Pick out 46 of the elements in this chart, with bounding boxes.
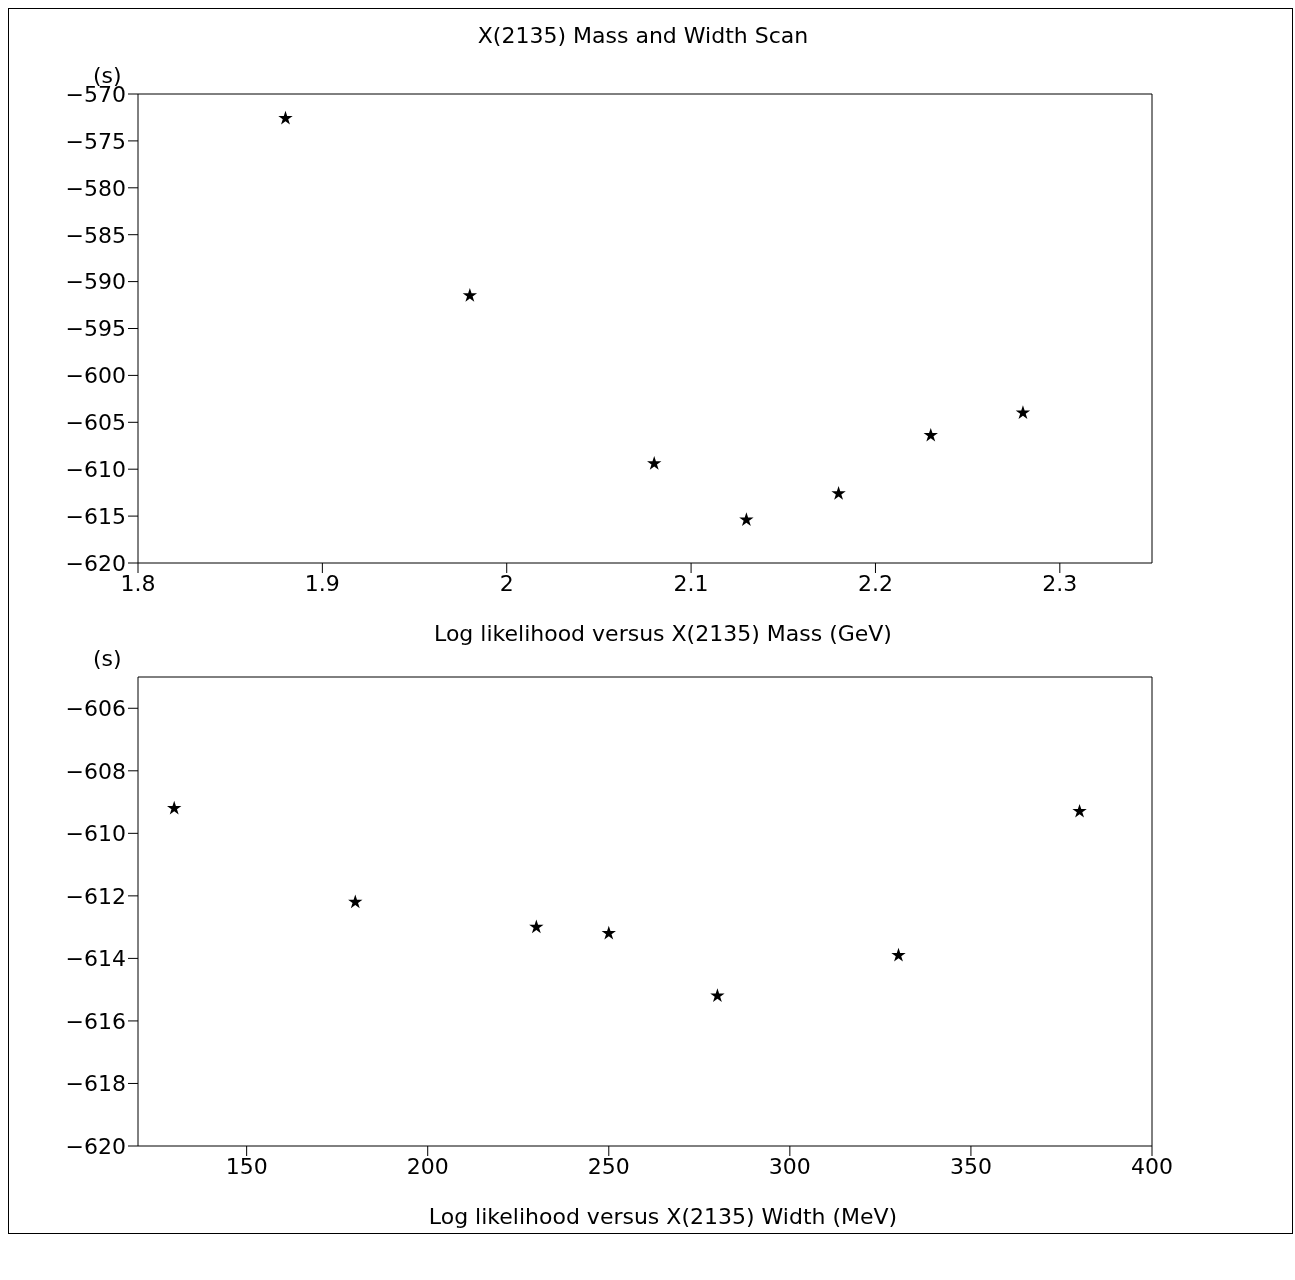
point	[831, 486, 846, 500]
y-axis-title: (s)	[93, 646, 122, 671]
x-tick-label: 400	[1131, 1153, 1173, 1179]
x-axis-title: Log likelihood versus X(2135) Mass (GeV)	[433, 621, 893, 646]
x-tick-label: 2.3	[1042, 570, 1078, 596]
point	[278, 110, 293, 125]
y-tick-label: −620	[65, 1133, 126, 1159]
x-tick-label: 350	[949, 1153, 992, 1179]
x-tick-label: 1.9	[304, 570, 340, 596]
x-tick-label: 150	[225, 1153, 268, 1179]
x-axis-title: Log likelihood versus X(2135) Width (MeV)	[427, 1204, 899, 1229]
y-tick-label: −590	[65, 269, 126, 295]
point	[601, 925, 616, 940]
point	[1015, 405, 1031, 420]
x-tick-label: 2.2	[857, 570, 893, 596]
y-tick-label: −585	[65, 222, 126, 248]
y-tick-label: −608	[65, 758, 126, 784]
point	[647, 456, 662, 470]
x-tick-label: 2	[499, 570, 514, 596]
point	[462, 288, 478, 302]
y-tick-label: −605	[65, 410, 126, 436]
y-tick-label: −600	[65, 363, 126, 389]
y-tick-label: −575	[65, 128, 126, 154]
x-tick-label: 300	[768, 1153, 811, 1179]
point	[529, 919, 544, 934]
point	[348, 894, 363, 909]
point	[167, 800, 182, 815]
y-tick-label: −615	[65, 503, 126, 529]
point	[923, 427, 938, 442]
x-tick-label: 200	[406, 1153, 449, 1179]
y-tick-label: −580	[65, 175, 126, 201]
y-tick-label: −618	[65, 1071, 126, 1097]
point	[739, 512, 754, 526]
y-tick-label: −595	[65, 316, 126, 342]
y-tick-label: −606	[65, 696, 126, 722]
y-tick-label: −614	[65, 946, 126, 972]
y-tick-label: −610	[65, 457, 126, 483]
chart-title: X(2135) Mass and Width Scan	[476, 22, 810, 50]
y-tick-label: −616	[65, 1008, 126, 1034]
y-tick-label: −610	[65, 821, 126, 847]
point	[710, 988, 725, 1003]
x-tick-label: 250	[587, 1153, 630, 1179]
point	[1072, 803, 1087, 818]
point	[891, 947, 906, 962]
x-tick-label: 2.1	[673, 570, 709, 596]
y-tick-label: −612	[65, 883, 126, 909]
